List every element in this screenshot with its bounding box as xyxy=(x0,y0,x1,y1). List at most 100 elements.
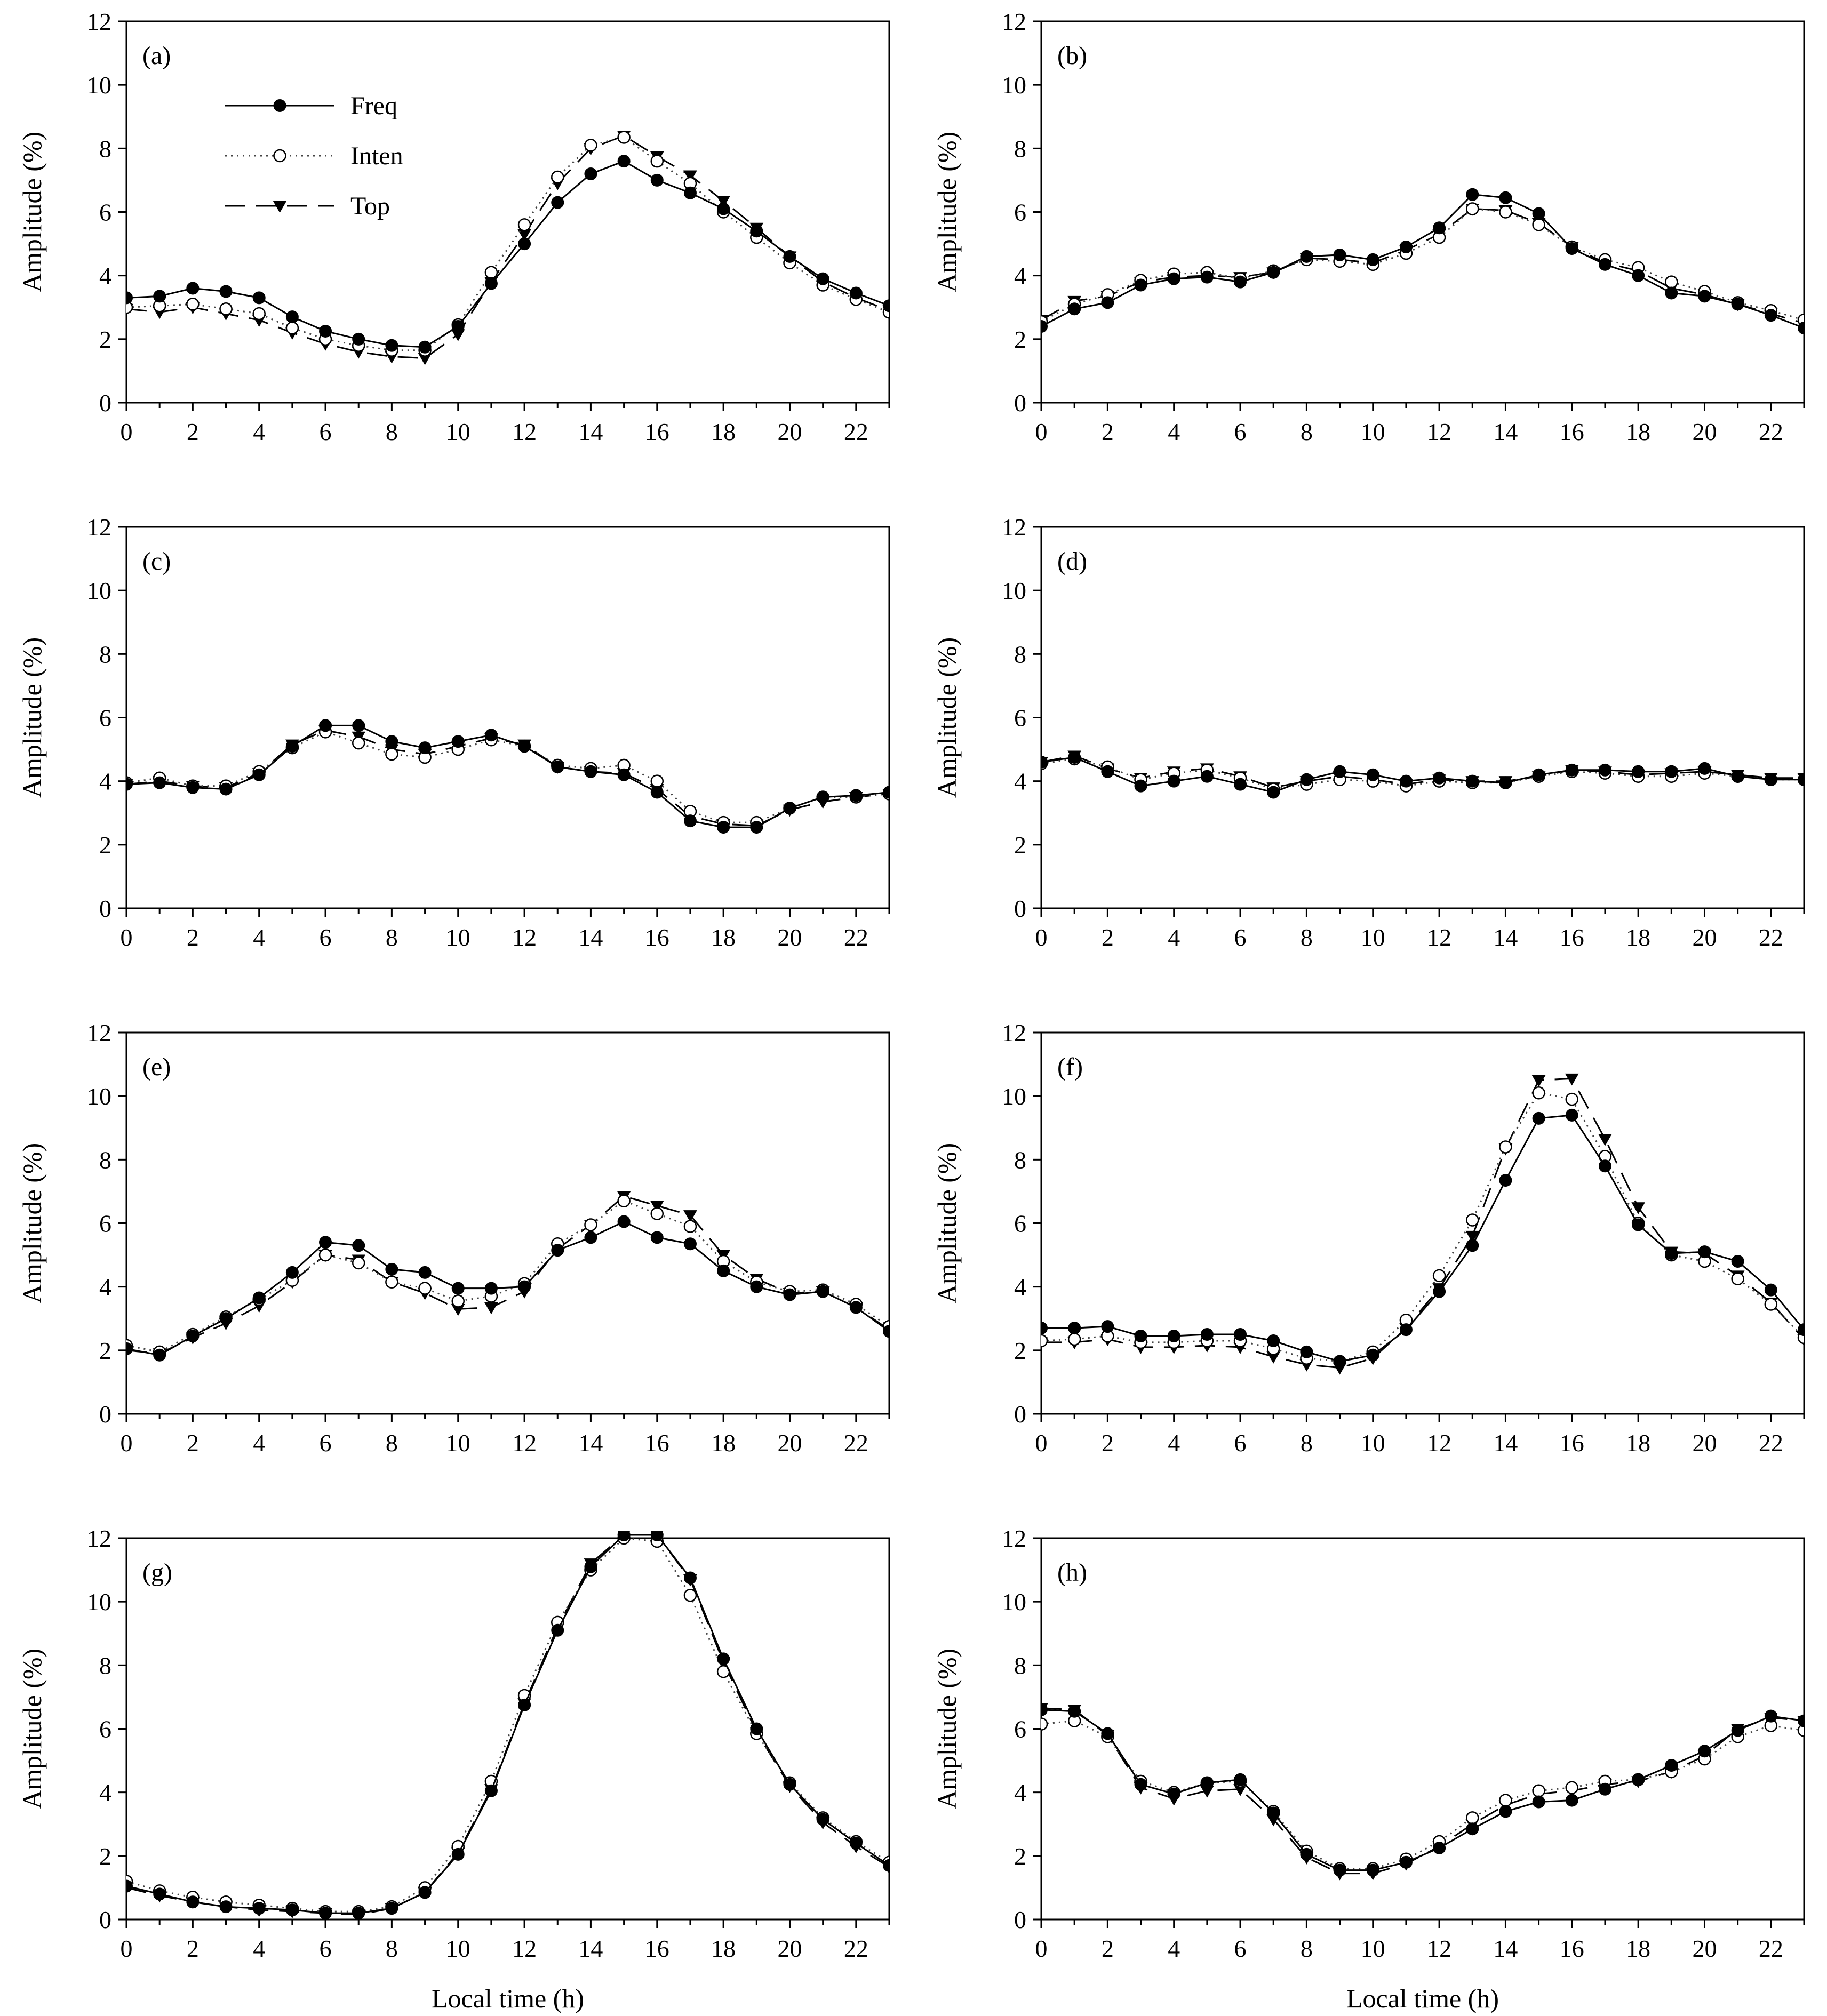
point-inten xyxy=(219,302,233,316)
y-tick-label: 4 xyxy=(1014,1779,1026,1806)
x-tick-label: 4 xyxy=(253,1429,265,1457)
point-freq xyxy=(1267,1334,1280,1347)
panel-b: 0 2 4 6 8 10 12 0 2 4 6 8 10 12 14 16 18 20 22 Amplitude (%… xyxy=(932,8,1805,445)
y-tick-label: 0 xyxy=(1014,1906,1026,1933)
point-inten xyxy=(1067,1332,1081,1346)
x-tick-label: 12 xyxy=(512,418,537,445)
point-freq xyxy=(1698,290,1711,303)
series-line-top xyxy=(1041,755,1804,789)
point-freq xyxy=(1068,302,1081,316)
point-inten xyxy=(1499,1140,1512,1154)
point-freq xyxy=(883,1859,889,1872)
series-line-top xyxy=(1041,1077,1804,1369)
point-freq xyxy=(1731,1255,1744,1268)
point-freq xyxy=(816,1813,829,1826)
point-freq xyxy=(518,1698,531,1711)
point-freq xyxy=(1234,275,1247,289)
point-freq xyxy=(650,786,664,799)
plot-frame xyxy=(125,20,890,404)
point-freq xyxy=(551,196,564,209)
x-tick-label: 18 xyxy=(1626,924,1650,951)
point-freq xyxy=(1399,241,1413,254)
x-tick-label: 14 xyxy=(1493,924,1518,951)
x-tick-label: 8 xyxy=(1301,418,1313,445)
plot-area xyxy=(126,1531,889,1919)
y-tick-label: 2 xyxy=(1014,1843,1026,1870)
point-freq xyxy=(617,1531,631,1542)
x-tick-label: 18 xyxy=(1626,1935,1650,1962)
point-freq xyxy=(484,277,498,290)
series-line-freq xyxy=(126,160,889,348)
x-tick-label: 14 xyxy=(578,418,603,445)
point-freq xyxy=(849,1837,863,1850)
point-freq xyxy=(352,1239,365,1252)
point-freq xyxy=(683,1571,697,1585)
y-tick-label: 8 xyxy=(1014,135,1026,162)
point-freq xyxy=(1632,1218,1645,1231)
point-freq xyxy=(319,1907,332,1919)
x-tick-label: 2 xyxy=(1102,924,1114,951)
y-tick-label: 12 xyxy=(87,1019,111,1046)
series-line-freq xyxy=(126,724,889,828)
y-tick-label: 4 xyxy=(1014,1274,1026,1301)
x-axis-title: Local time (h) xyxy=(1346,1983,1499,2013)
point-inten xyxy=(617,131,631,144)
x-tick-label: 10 xyxy=(446,1429,470,1457)
point-freq xyxy=(1499,1805,1512,1818)
legend-marker-inten xyxy=(273,149,286,163)
point-freq xyxy=(352,1907,365,1919)
legend-label-inten: Inten xyxy=(350,142,403,170)
x-tick-label: 0 xyxy=(121,924,133,951)
point-freq xyxy=(1041,1703,1048,1716)
point-freq xyxy=(285,1903,299,1917)
point-inten xyxy=(683,1220,697,1233)
point-inten xyxy=(352,736,365,750)
point-freq xyxy=(1433,221,1446,235)
plot-area xyxy=(1041,188,1804,334)
y-tick-label: 2 xyxy=(1014,1337,1026,1364)
point-freq xyxy=(1565,1794,1578,1807)
point-freq xyxy=(1532,768,1545,781)
x-tick-label: 20 xyxy=(1692,1429,1717,1457)
point-freq xyxy=(1764,773,1777,786)
point-freq xyxy=(1532,1111,1545,1125)
series-line-freq xyxy=(1041,194,1804,329)
point-freq xyxy=(319,719,332,732)
x-tick-label: 4 xyxy=(1168,924,1180,951)
point-freq xyxy=(1234,1773,1247,1786)
point-freq xyxy=(1598,1159,1611,1173)
x-tick-label: 14 xyxy=(1493,418,1518,445)
point-freq xyxy=(816,790,829,804)
point-freq xyxy=(219,1900,233,1914)
point-top xyxy=(1631,1202,1645,1214)
point-freq xyxy=(484,1784,498,1797)
x-tick-label: 6 xyxy=(1234,924,1247,951)
point-top xyxy=(1598,1134,1612,1146)
panel-f: 0 2 4 6 8 10 12 0 2 4 6 8 10 12 14 16 18 20 22 Amplitude (%… xyxy=(932,1019,1805,1457)
y-tick-label: 6 xyxy=(1014,1716,1026,1743)
point-freq xyxy=(1167,1787,1180,1801)
series-line-top xyxy=(126,729,889,827)
y-tick-label: 10 xyxy=(1002,1083,1026,1110)
x-tick-label: 12 xyxy=(512,924,537,951)
point-inten xyxy=(451,1294,465,1308)
point-freq xyxy=(783,802,796,815)
point-freq xyxy=(1499,191,1512,204)
x-tick-label: 14 xyxy=(578,1429,603,1457)
x-tick-label: 18 xyxy=(1626,1429,1650,1457)
plot-area xyxy=(126,719,889,834)
x-tick-label: 6 xyxy=(1234,1935,1247,1962)
point-inten xyxy=(1532,1784,1545,1797)
x-tick-label: 18 xyxy=(1626,418,1650,445)
x-tick-label: 6 xyxy=(320,924,332,951)
x-tick-label: 18 xyxy=(711,418,736,445)
point-freq xyxy=(717,1264,730,1277)
point-freq xyxy=(584,1560,597,1573)
x-tick-label: 8 xyxy=(1301,1935,1313,1962)
point-freq xyxy=(1399,774,1413,788)
point-freq xyxy=(484,1282,498,1295)
plot-area xyxy=(1041,1073,1804,1375)
point-top xyxy=(1465,1230,1480,1243)
x-tick-label: 0 xyxy=(1035,924,1048,951)
point-freq xyxy=(1764,1709,1777,1723)
